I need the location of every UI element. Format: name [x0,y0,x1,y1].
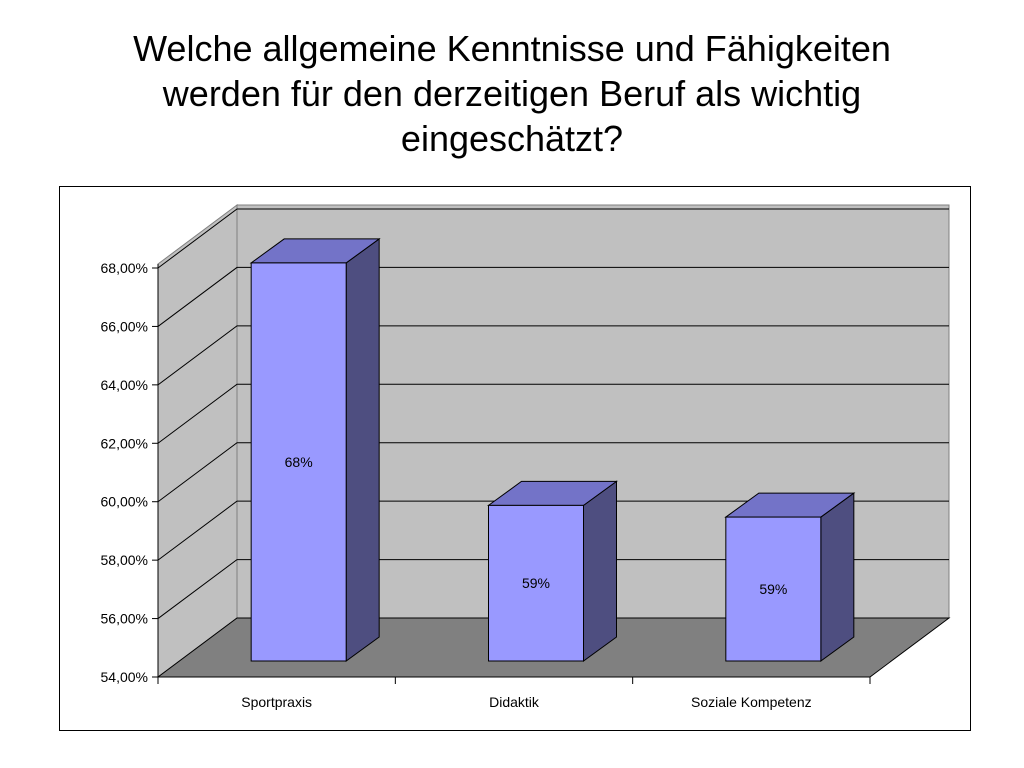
y-tick-label: 64,00% [101,377,148,393]
y-tick-label: 56,00% [101,611,148,627]
y-tick-label: 54,00% [101,669,148,685]
slide-title: Welche allgemeine Kenntnisse und Fähigke… [40,26,984,161]
slide-title-line-1: Welche allgemeine Kenntnisse und Fähigke… [133,28,891,69]
slide-title-line-2: werden für den derzeitigen Beruf als wic… [162,73,862,114]
gridline [157,559,949,619]
bar-side [820,492,855,662]
y-tick-label: 68,00% [101,260,148,276]
x-tick-label: Sportpraxis [241,694,312,710]
gridline [157,383,949,444]
data-label: 68% [285,454,313,470]
gridline [157,500,949,561]
x-tick-label: Soziale Kompetenz [691,694,812,710]
bar [725,516,822,662]
y-tick-label: 60,00% [101,494,148,510]
y-tick-label: 62,00% [101,435,148,451]
gridline [157,266,949,327]
x-tick-label: Didaktik [489,694,540,710]
bar [250,262,347,662]
gridline [157,442,949,503]
y-tick-label: 58,00% [101,552,148,568]
gridline [157,208,949,269]
data-label: 59% [522,575,550,591]
data-label: 59% [759,581,787,597]
bar-side [345,237,380,662]
y-tick-label: 66,00% [101,318,148,334]
slide-title-line-3: eingeschätzt? [400,118,624,159]
gridline [157,325,949,386]
bar-side [583,480,617,662]
bar [488,504,584,662]
